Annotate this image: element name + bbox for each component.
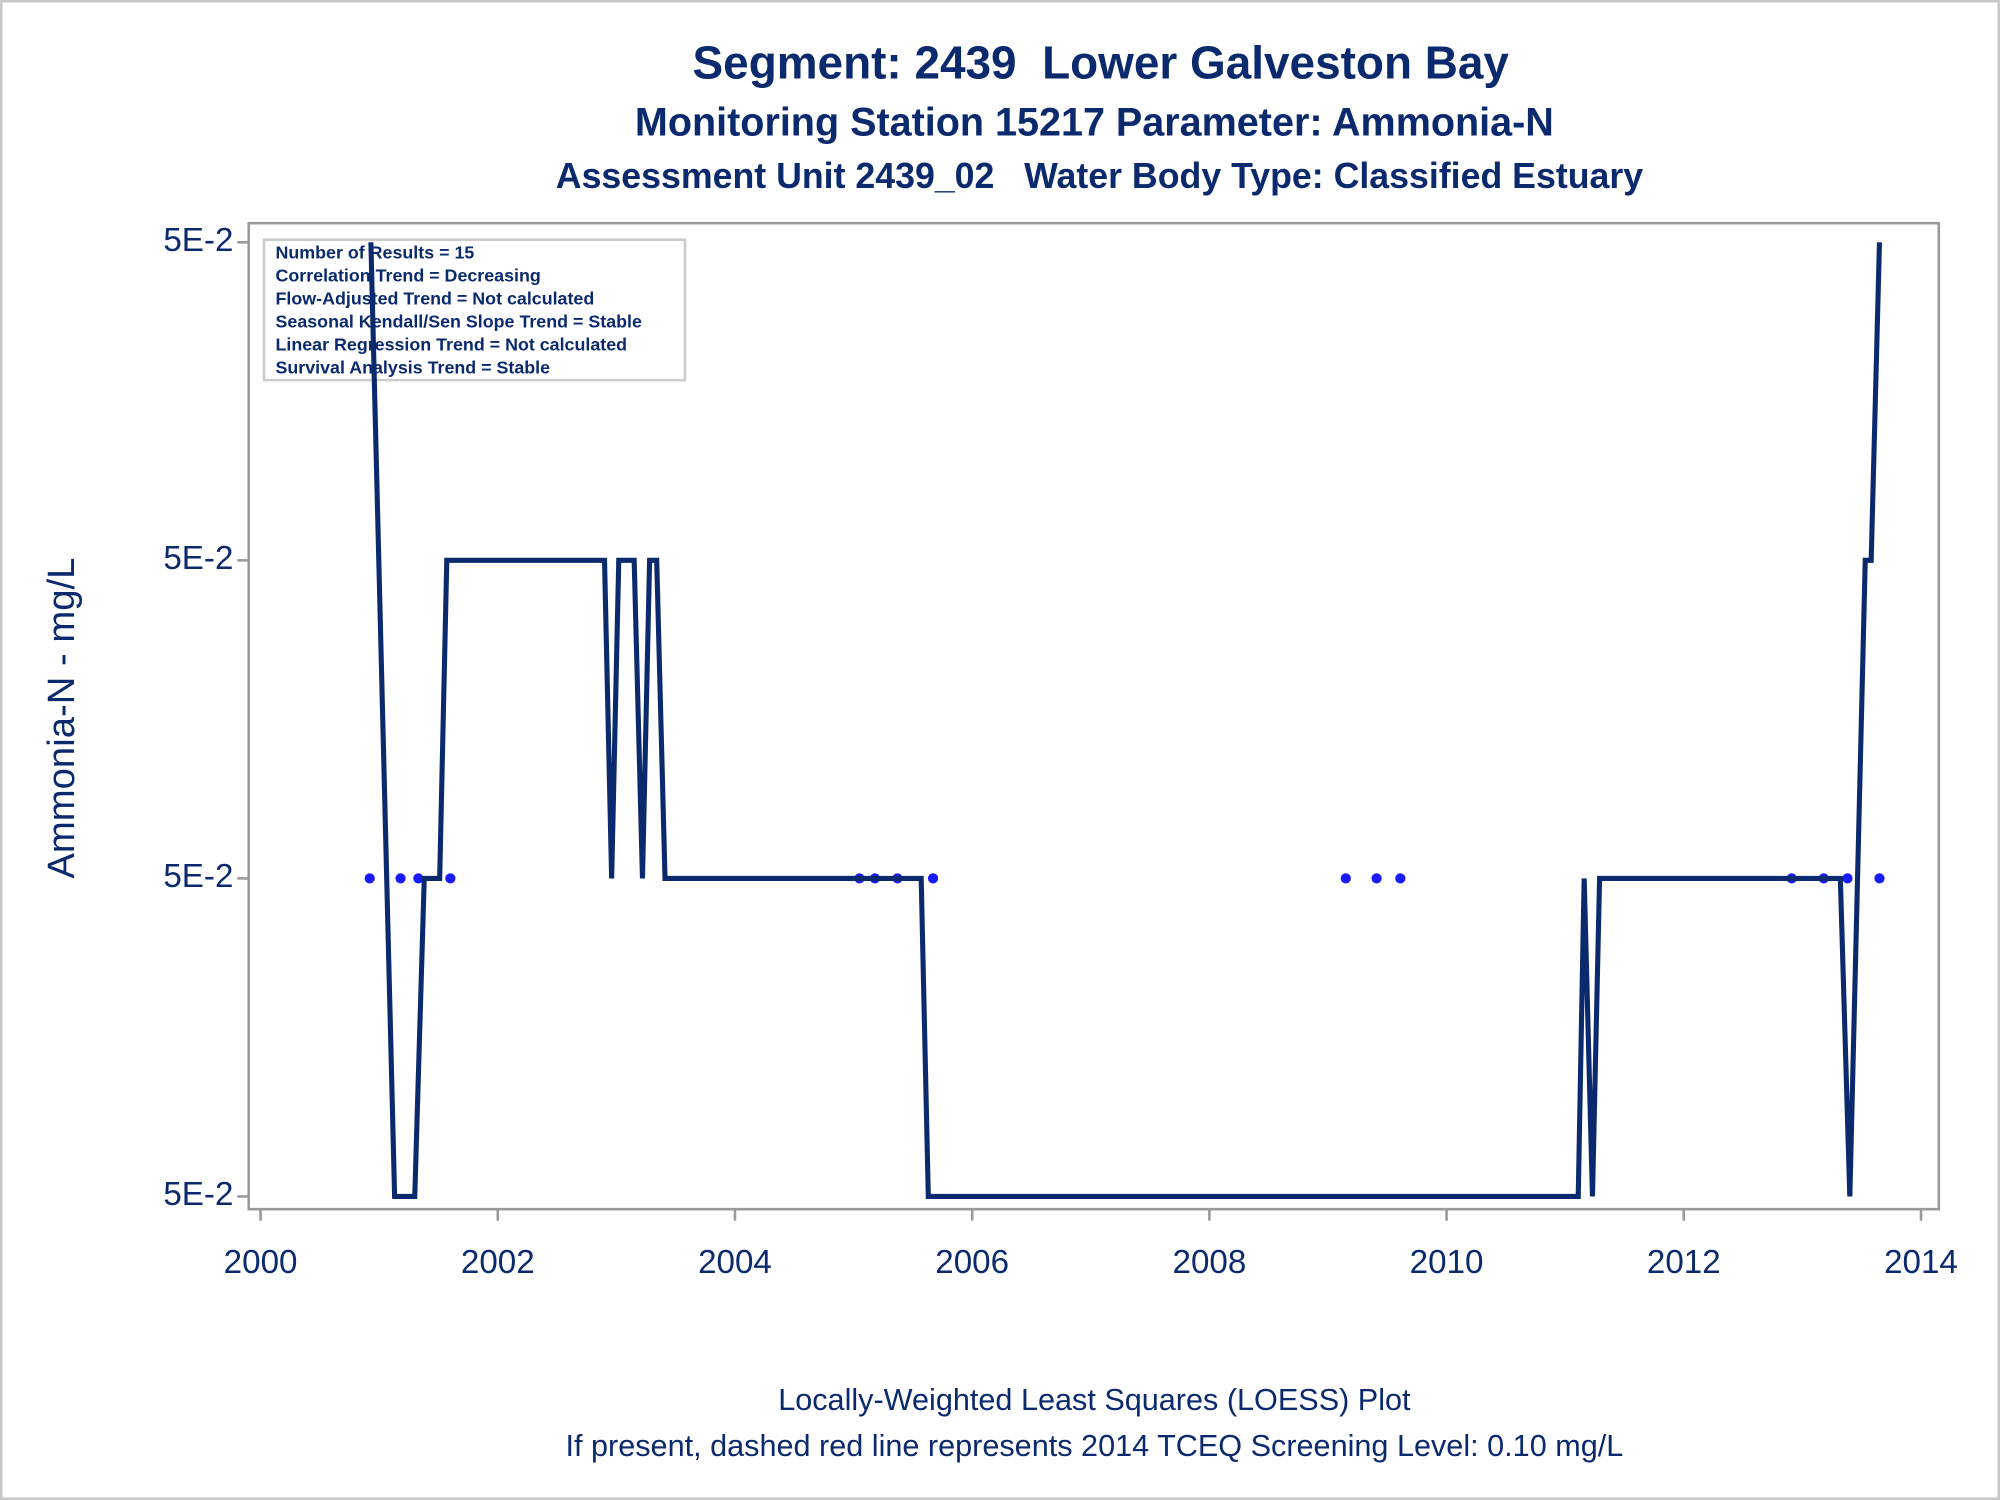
- x-tick-label: 2006: [935, 1244, 1009, 1281]
- footnote: If present, dashed red line represents 2…: [565, 1429, 1623, 1463]
- point: [413, 873, 424, 884]
- annotation: Survival Analysis Trend = Stable: [276, 357, 551, 377]
- point: [1395, 873, 1406, 884]
- y-tick-label: 5E-2: [163, 1176, 233, 1213]
- point: [1874, 873, 1885, 884]
- chart-title: Segment: 2439 Lower Galveston Bay: [693, 36, 1510, 88]
- footnote: Locally-Weighted Least Squares (LOESS) P…: [778, 1383, 1411, 1417]
- y-axis-label: Ammonia-N - mg/L: [40, 558, 83, 879]
- x-tick-label: 2004: [698, 1244, 772, 1281]
- point: [364, 873, 375, 884]
- annotation: Number of Results = 15: [276, 243, 475, 263]
- annotation: Flow-Adjusted Trend = Not calculated: [276, 288, 595, 308]
- plot-area: [247, 221, 1941, 1211]
- point: [445, 873, 456, 884]
- annotation: Correlation Trend = Decreasing: [276, 266, 541, 286]
- x-tick-label: 2010: [1410, 1244, 1484, 1281]
- y-tick-label: 5E-2: [163, 858, 233, 895]
- point: [927, 873, 939, 884]
- x-tick-label: 2012: [1647, 1244, 1721, 1281]
- loess-line: [368, 242, 1883, 1200]
- annotation-box: [262, 238, 687, 382]
- y-tick-label: 5E-2: [163, 222, 233, 259]
- annotation: Seasonal Kendall/Sen Slope Trend = Stabl…: [276, 311, 642, 331]
- point: [395, 873, 406, 884]
- point: [1371, 873, 1382, 884]
- point: [1340, 873, 1351, 884]
- x-tick-label: 2002: [461, 1244, 535, 1281]
- annotation: Linear Regression Trend = Not calculated: [276, 334, 628, 354]
- chart-subtitle: Assessment Unit 2439_02 Water Body Type:…: [556, 156, 1644, 196]
- y-tick-label: 5E-2: [163, 540, 233, 577]
- point: [1842, 873, 1853, 884]
- x-tick-label: 2008: [1173, 1244, 1247, 1281]
- x-tick-label: 2014: [1884, 1244, 1958, 1281]
- x-tick-label: 2000: [224, 1244, 298, 1281]
- chart-subtitle: Monitoring Station 15217 Parameter: Ammo…: [635, 100, 1554, 144]
